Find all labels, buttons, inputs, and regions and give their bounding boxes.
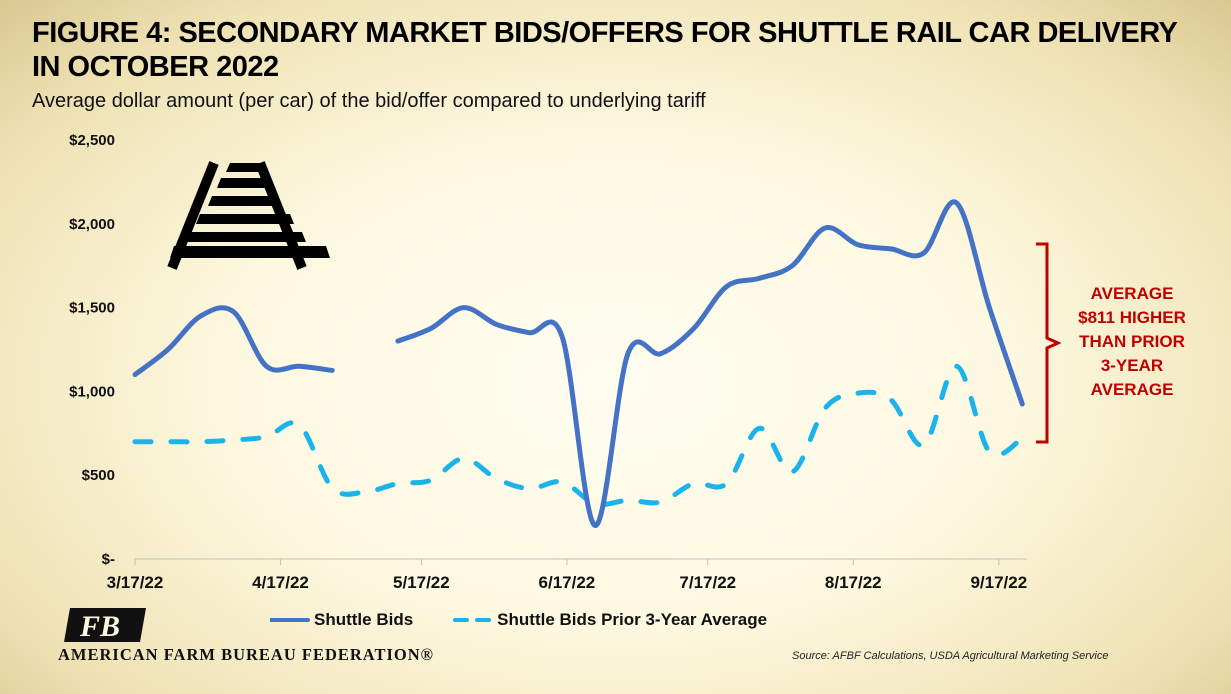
source-note: Source: AFBF Calculations, USDA Agricult… bbox=[792, 650, 1109, 662]
chart-legend: Shuttle Bids Shuttle Bids Prior 3-Year A… bbox=[270, 610, 767, 630]
series-line-prior-3yr-avg bbox=[132, 363, 1025, 508]
rail-tie bbox=[184, 232, 306, 242]
chart-subtitle: Average dollar amount (per car) of the b… bbox=[32, 90, 706, 112]
legend-swatch-dashed bbox=[453, 618, 494, 622]
x-tick-label: 9/17/22 bbox=[970, 573, 1027, 592]
x-tick-label: 5/17/22 bbox=[393, 573, 450, 592]
y-tick-label: $- bbox=[102, 551, 115, 568]
rail-tie bbox=[217, 178, 273, 188]
svg-text:FB: FB bbox=[79, 610, 120, 642]
y-tick-label: $2,500 bbox=[69, 132, 115, 149]
callout-annotation: AVERAGE $811 HIGHER THAN PRIOR 3-YEAR AV… bbox=[1078, 284, 1186, 399]
x-tick-label: 3/17/22 bbox=[107, 573, 164, 592]
legend-item-avg: Shuttle Bids Prior 3-Year Average bbox=[453, 610, 767, 630]
y-tick-label: $1,000 bbox=[69, 383, 115, 400]
rail-tie bbox=[208, 196, 282, 206]
rail-tie bbox=[226, 163, 264, 172]
series-line-shuttle-bids bbox=[395, 199, 1025, 529]
series-line-shuttle-bids bbox=[132, 305, 335, 378]
rail-tie bbox=[196, 214, 294, 224]
chart-title: FIGURE 4: SECONDARY MARKET BIDS/OFFERS F… bbox=[32, 17, 1177, 83]
y-tick-label: $2,000 bbox=[69, 216, 115, 233]
x-tick-label: 7/17/22 bbox=[679, 573, 736, 592]
y-tick-label: $1,500 bbox=[69, 300, 115, 317]
callout-bracket bbox=[1036, 242, 1062, 444]
legend-label-avg: Shuttle Bids Prior 3-Year Average bbox=[497, 610, 768, 629]
legend-item-bids: Shuttle Bids bbox=[270, 610, 413, 630]
rail-tie bbox=[170, 246, 330, 258]
afbf-logo-mark: FB bbox=[64, 608, 146, 643]
railroad-track-icon bbox=[167, 161, 330, 270]
y-tick-label: $500 bbox=[82, 467, 115, 484]
legend-swatch-solid bbox=[270, 618, 310, 622]
afbf-logo: FB bbox=[56, 608, 148, 647]
legend-label-bids: Shuttle Bids bbox=[314, 610, 414, 629]
x-tick-label: 6/17/22 bbox=[539, 573, 596, 592]
afbf-logo-text: AMERICAN FARM BUREAU FEDERATION® bbox=[58, 645, 435, 664]
x-tick-label: 4/17/22 bbox=[252, 573, 309, 592]
x-tick-label: 8/17/22 bbox=[825, 573, 882, 592]
